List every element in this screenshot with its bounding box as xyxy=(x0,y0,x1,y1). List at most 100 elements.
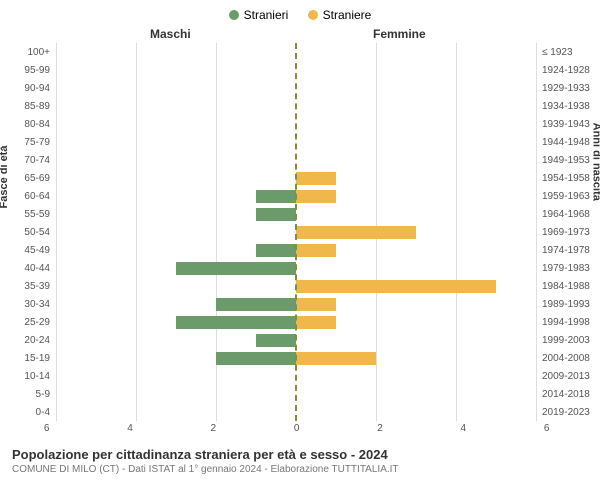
bar-female xyxy=(296,316,336,329)
birth-year-label: 1984-1988 xyxy=(536,281,600,292)
table-row: 90-94 1929-1933 xyxy=(0,79,600,97)
table-row: 50-54 1969-1973 xyxy=(0,223,600,241)
bar-male xyxy=(256,208,296,221)
birth-year-label: 1989-1993 xyxy=(536,299,600,310)
table-row: 35-39 1984-1988 xyxy=(0,277,600,295)
x-tick: 6 xyxy=(544,423,550,434)
birth-year-label: 1999-2003 xyxy=(536,335,600,346)
x-axis-right: 2 4 6 xyxy=(297,423,547,437)
table-row: 100+ ≤ 1923 xyxy=(0,43,600,61)
x-tick: 2 xyxy=(377,423,383,434)
birth-year-label: 1969-1973 xyxy=(536,227,600,238)
bar-male xyxy=(176,262,296,275)
age-label: 20-24 xyxy=(0,335,56,346)
x-tick: 6 xyxy=(44,423,50,434)
footer: Popolazione per cittadinanza straniera p… xyxy=(0,437,600,475)
bar-pair xyxy=(56,313,536,331)
table-row: 30-34 1989-1993 xyxy=(0,295,600,313)
age-label: 50-54 xyxy=(0,227,56,238)
footer-subtitle: COMUNE DI MILO (CT) - Dati ISTAT al 1° g… xyxy=(12,464,588,475)
birth-year-label: ≤ 1923 xyxy=(536,47,600,58)
bar-pair xyxy=(56,295,536,313)
rows-container: 100+≤ 192395-991924-192890-941929-193385… xyxy=(0,43,600,421)
bar-male xyxy=(256,190,296,203)
bar-pair xyxy=(56,133,536,151)
birth-year-label: 1934-1938 xyxy=(536,101,600,112)
bar-male xyxy=(256,334,296,347)
legend-swatch-male xyxy=(229,10,239,20)
bar-pair xyxy=(56,367,536,385)
age-label: 90-94 xyxy=(0,83,56,94)
table-row: 0-42019-2023 xyxy=(0,403,600,421)
age-label: 75-79 xyxy=(0,137,56,148)
table-row: 10-14 2009-2013 xyxy=(0,367,600,385)
age-label: 85-89 xyxy=(0,101,56,112)
legend-label-male: Stranieri xyxy=(244,8,289,22)
legend-label-female: Straniere xyxy=(323,8,372,22)
legend-item-female: Straniere xyxy=(308,8,372,22)
age-label: 10-14 xyxy=(0,371,56,382)
bar-pair xyxy=(56,169,536,187)
age-label: 55-59 xyxy=(0,209,56,220)
birth-year-label: 1939-1943 xyxy=(536,119,600,130)
age-label: 80-84 xyxy=(0,119,56,130)
x-tick: 4 xyxy=(127,423,133,434)
birth-year-label: 1944-1948 xyxy=(536,137,600,148)
bar-female xyxy=(296,226,416,239)
x-axis: 0246 246 xyxy=(0,423,600,437)
birth-year-label: 2019-2023 xyxy=(536,407,600,418)
bar-pair xyxy=(56,349,536,367)
bar-female xyxy=(296,352,376,365)
birth-year-label: 1959-1963 xyxy=(536,191,600,202)
header-female: Femmine xyxy=(373,27,426,41)
x-tick: 4 xyxy=(461,423,467,434)
age-label: 30-34 xyxy=(0,299,56,310)
birth-year-label: 1924-1928 xyxy=(536,65,600,76)
bar-male xyxy=(176,316,296,329)
bar-pair xyxy=(56,61,536,79)
table-row: 65-691954-1958 xyxy=(0,169,600,187)
birth-year-label: 1949-1953 xyxy=(536,155,600,166)
bar-pair xyxy=(56,97,536,115)
birth-year-label: 2004-2008 xyxy=(536,353,600,364)
age-label: 35-39 xyxy=(0,281,56,292)
age-label: 15-19 xyxy=(0,353,56,364)
bar-male xyxy=(256,244,296,257)
birth-year-label: 2014-2018 xyxy=(536,389,600,400)
table-row: 15-19 2004-2008 xyxy=(0,349,600,367)
bar-pair xyxy=(56,331,536,349)
bar-pair xyxy=(56,241,536,259)
column-headers: Maschi Femmine xyxy=(0,27,600,43)
bar-female xyxy=(296,244,336,257)
birth-year-label: 1954-1958 xyxy=(536,173,600,184)
table-row: 40-441979-1983 xyxy=(0,259,600,277)
bar-pair xyxy=(56,385,536,403)
table-row: 80-84 1939-1943 xyxy=(0,115,600,133)
age-label: 40-44 xyxy=(0,263,56,274)
bar-female xyxy=(296,172,336,185)
table-row: 45-491974-1978 xyxy=(0,241,600,259)
legend: Stranieri Straniere xyxy=(0,0,600,27)
footer-title: Popolazione per cittadinanza straniera p… xyxy=(12,447,588,462)
bar-pair xyxy=(56,151,536,169)
birth-year-label: 1994-1998 xyxy=(536,317,600,328)
table-row: 55-59 1964-1968 xyxy=(0,205,600,223)
bar-male xyxy=(216,298,296,311)
birth-year-label: 2009-2013 xyxy=(536,371,600,382)
table-row: 85-89 1934-1938 xyxy=(0,97,600,115)
legend-item-male: Stranieri xyxy=(229,8,289,22)
birth-year-label: 1929-1933 xyxy=(536,83,600,94)
bar-female xyxy=(296,280,496,293)
x-axis-left: 0246 xyxy=(47,423,297,437)
header-male: Maschi xyxy=(150,27,191,41)
table-row: 75-79 1944-1948 xyxy=(0,133,600,151)
age-label: 45-49 xyxy=(0,245,56,256)
age-label: 25-29 xyxy=(0,317,56,328)
bar-pair xyxy=(56,205,536,223)
bar-female xyxy=(296,190,336,203)
age-label: 100+ xyxy=(0,47,56,58)
age-label: 70-74 xyxy=(0,155,56,166)
table-row: 60-64 1959-1963 xyxy=(0,187,600,205)
age-label: 60-64 xyxy=(0,191,56,202)
birth-year-label: 1964-1968 xyxy=(536,209,600,220)
